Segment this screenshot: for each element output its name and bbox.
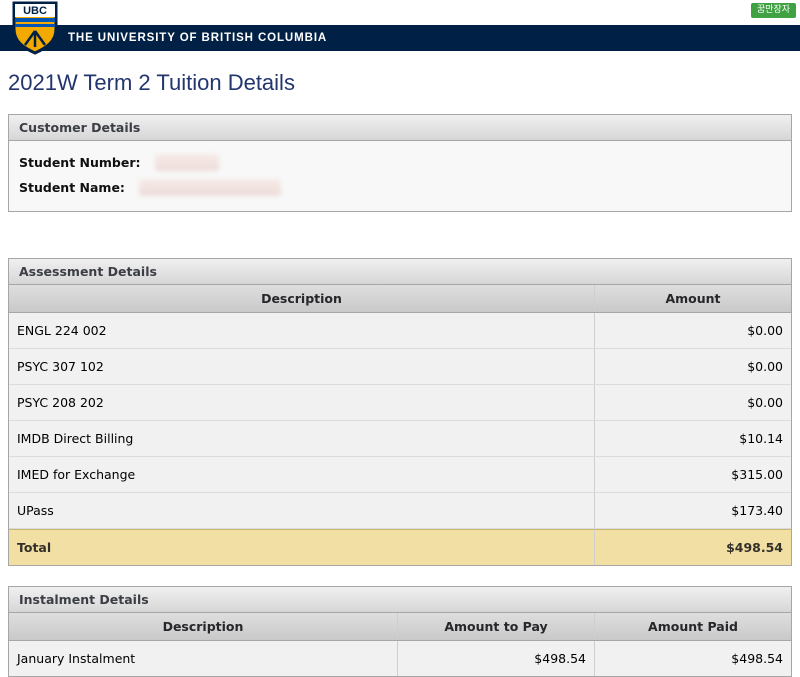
row-description: IMED for Exchange: [9, 457, 595, 492]
row-amount-to-pay: $498.54: [398, 641, 595, 676]
column-header-description: Description: [9, 285, 595, 312]
instalment-details-section: Instalment Details Description Amount to…: [8, 586, 792, 677]
table-row: PSYC 307 102 $0.00: [9, 349, 791, 385]
row-amount: $0.00: [747, 395, 783, 410]
university-name: THE UNIVERSITY OF BRITISH COLUMBIA: [68, 32, 328, 44]
total-amount: $498.54: [726, 540, 783, 555]
customer-details-body: Student Number: Student Name:: [9, 141, 791, 211]
total-row: Total $498.54: [9, 529, 791, 565]
navy-header-bar: THE UNIVERSITY OF BRITISH COLUMBIA: [0, 25, 800, 51]
table-row: January Instalment $498.54 $498.54: [9, 641, 791, 676]
row-description: ENGL 224 002: [9, 313, 595, 348]
row-amount: $10.14: [739, 431, 783, 446]
row-description: PSYC 307 102: [9, 349, 595, 384]
row-description: IMDB Direct Billing: [9, 421, 595, 456]
student-number-label: Student Number:: [19, 155, 141, 170]
assessment-table-header: Description Amount: [9, 285, 791, 313]
table-row: IMDB Direct Billing $10.14: [9, 421, 791, 457]
column-header-amount: Amount: [665, 291, 721, 306]
assessment-details-header: Assessment Details: [9, 259, 791, 285]
column-header-amount-to-pay: Amount to Pay: [398, 613, 595, 640]
table-row: UPass $173.40: [9, 493, 791, 529]
row-amount-paid: $498.54: [731, 651, 783, 666]
customer-details-header: Customer Details: [9, 115, 791, 141]
page-title: 2021W Term 2 Tuition Details: [8, 70, 295, 95]
table-row: IMED for Exchange $315.00: [9, 457, 791, 493]
assessment-details-section: Assessment Details Description Amount EN…: [8, 258, 792, 566]
row-description: UPass: [9, 493, 595, 528]
row-description: PSYC 208 202: [9, 385, 595, 420]
column-header-amount-paid: Amount Paid: [648, 619, 738, 634]
student-name-label: Student Name:: [19, 180, 125, 195]
student-number-row: Student Number:: [9, 150, 791, 175]
svg-text:UBC: UBC: [23, 5, 47, 17]
row-amount: $0.00: [747, 323, 783, 338]
masthead: THE UNIVERSITY OF BRITISH COLUMBIA UBC: [0, 0, 800, 56]
row-amount: $315.00: [731, 467, 783, 482]
instalment-table-header: Description Amount to Pay Amount Paid: [9, 613, 791, 641]
table-row: ENGL 224 002 $0.00: [9, 313, 791, 349]
instalment-details-header: Instalment Details: [9, 587, 791, 613]
student-name-redacted-value: [138, 179, 281, 196]
browser-extension-badge[interactable]: 꿈만장자: [750, 3, 796, 18]
row-description: January Instalment: [9, 641, 398, 676]
column-header-description: Description: [9, 613, 398, 640]
table-row: PSYC 208 202 $0.00: [9, 385, 791, 421]
row-amount: $0.00: [747, 359, 783, 374]
ubc-crest-icon: UBC: [12, 1, 58, 55]
student-name-row: Student Name:: [9, 175, 791, 200]
total-label: Total: [9, 530, 595, 565]
student-number-redacted-value: [154, 154, 219, 171]
row-amount: $173.40: [731, 503, 783, 518]
customer-details-section: Customer Details Student Number: Student…: [8, 114, 792, 212]
